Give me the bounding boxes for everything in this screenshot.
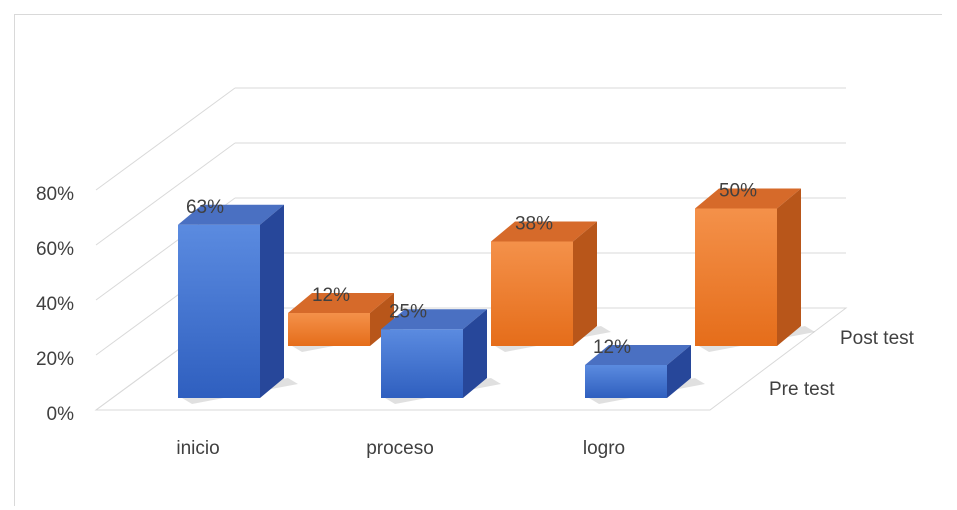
bar-post-inicio (288, 293, 408, 352)
bar-pre-inicio-side (260, 204, 284, 398)
bar-post-proceso-side (573, 221, 597, 346)
y-tick-40: 40% (36, 294, 74, 315)
bar-post-logro (695, 188, 815, 352)
bar-pre-logro-front (585, 365, 667, 398)
data-label-post-proceso: 38% (515, 214, 553, 235)
category-label-inicio: inicio (176, 438, 219, 459)
bar-pre-inicio-front (178, 224, 260, 398)
data-label-pre-inicio: 63% (186, 197, 224, 218)
bars (178, 188, 815, 404)
series-label-pre-test: Pre test (769, 379, 835, 400)
gridline-diagonal-80 (95, 87, 236, 191)
gridline-diagonal-60 (95, 142, 236, 246)
chart-area (14, 14, 942, 506)
category-label-logro: logro (583, 438, 625, 459)
bar-pre-logro-top (585, 345, 691, 365)
category-labels: inicio proceso logro (176, 438, 625, 459)
data-labels: 12% 38% 50% 63% 25% 12% (186, 181, 757, 359)
bar-post-logro-side (777, 188, 801, 346)
data-label-post-logro: 50% (719, 181, 757, 202)
y-tick-60: 60% (36, 239, 74, 260)
bar-pre-proceso-top (381, 309, 487, 330)
bar-post-inicio-front (288, 313, 370, 346)
bar-pre-proceso-side (463, 309, 487, 398)
y-axis-tick-labels: 0% 20% 40% 60% 80% (36, 184, 74, 425)
data-label-pre-proceso: 25% (389, 301, 427, 322)
bar-post-logro-top (695, 188, 801, 209)
bar-pre-proceso-front (381, 329, 463, 398)
bar-pre-logro-side (667, 345, 691, 398)
bar-pre-inicio (178, 204, 298, 404)
bar-post-logro-front (695, 208, 777, 346)
series-label-post-test: Post test (840, 328, 915, 349)
bar-pre-proceso (381, 309, 501, 404)
series-depth-labels: Pre test Post test (769, 328, 915, 400)
data-label-post-inicio: 12% (312, 285, 350, 306)
category-label-proceso: proceso (366, 438, 434, 459)
y-tick-0: 0% (47, 404, 75, 425)
bar-pre-inicio-top (178, 204, 284, 225)
bar-post-inicio-side (370, 293, 394, 346)
y-tick-20: 20% (36, 349, 74, 370)
bar-post-proceso-top (491, 221, 597, 242)
y-tick-80: 80% (36, 184, 74, 205)
data-label-pre-logro: 12% (593, 337, 631, 358)
bar-post-proceso-front (491, 241, 573, 346)
bar-pre-logro (585, 345, 705, 404)
bar-post-inicio-top (288, 293, 394, 313)
bar-post-proceso (491, 221, 611, 352)
